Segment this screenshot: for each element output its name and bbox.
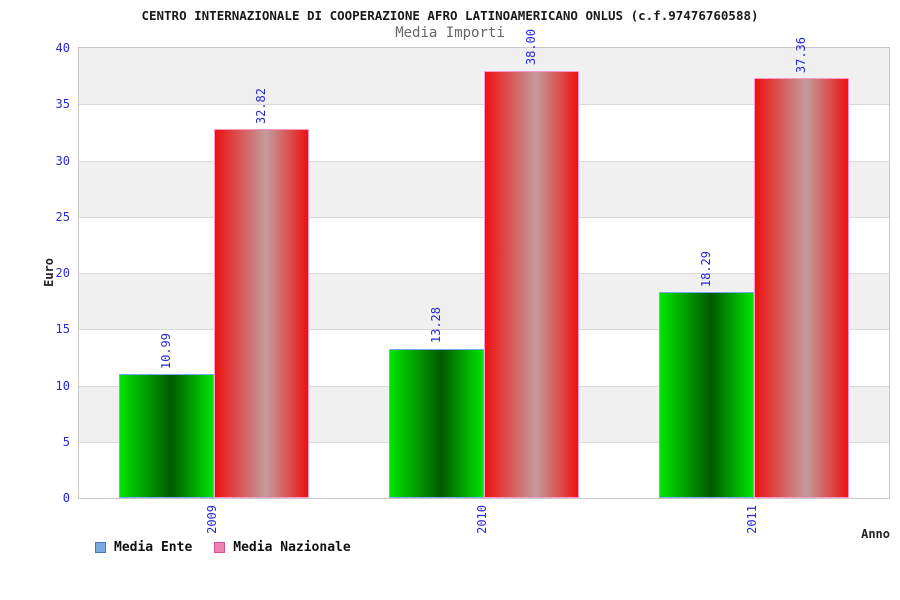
legend-swatch-media-nazionale-icon: [214, 542, 226, 553]
y-tick-label: 20: [55, 266, 70, 280]
legend-item-media-ente: Media Ente: [95, 540, 192, 555]
x-tick-label: 2010: [475, 505, 489, 534]
bar-media-nazionale: [484, 70, 579, 498]
y-tick-label: 40: [55, 41, 70, 55]
bar-media-nazionale: [214, 128, 309, 498]
bar-value-label: 18.29: [698, 251, 713, 288]
y-tick-label: 10: [55, 378, 70, 393]
y-tick-label: 30: [55, 153, 70, 168]
y-tick-label: 5: [62, 434, 70, 449]
bar-value-label: 10.99: [158, 333, 173, 370]
y-tick-label: 25: [55, 209, 70, 224]
y-tick-label: 0: [62, 491, 70, 505]
legend-swatch-media-ente-icon: [95, 542, 106, 553]
legend-label-media-ente: Media Ente: [114, 540, 193, 555]
legend-label-media-nazionale: Media Nazionale: [233, 540, 351, 555]
bar-value-label: 38.00: [523, 29, 538, 66]
chart-title: CENTRO INTERNAZIONALE DI COOPERAZIONE AF…: [141, 8, 759, 23]
legend: Media Ente Media Nazionale: [95, 540, 351, 555]
y-axis-tick-labels: 0 5 10 15 20 25 30 35 40: [0, 41, 70, 505]
bar-media-ente: [119, 374, 214, 498]
y-tick-label: 35: [55, 97, 70, 112]
x-tick-label: 2011: [745, 505, 759, 534]
x-tick-label: 2009: [205, 505, 219, 534]
legend-item-media-nazionale: Media Nazionale: [214, 540, 351, 555]
plot-area: 10.99 32.82 13.28 38.00 18.29 37.36: [78, 29, 890, 499]
chart-subtitle: Media Importi: [395, 25, 505, 41]
bar-media-ente: [389, 348, 484, 498]
bar-media-nazionale: [754, 77, 849, 498]
bar-value-label: 32.82: [253, 87, 268, 124]
x-axis-title: Anno: [861, 527, 890, 541]
bar-media-ente: [659, 292, 754, 498]
bar-value-label: 13.28: [428, 307, 443, 344]
y-tick-label: 15: [55, 322, 70, 337]
x-axis-tick-labels: 2009 2010 2011: [78, 505, 890, 545]
bar-value-label: 37.36: [793, 36, 808, 73]
